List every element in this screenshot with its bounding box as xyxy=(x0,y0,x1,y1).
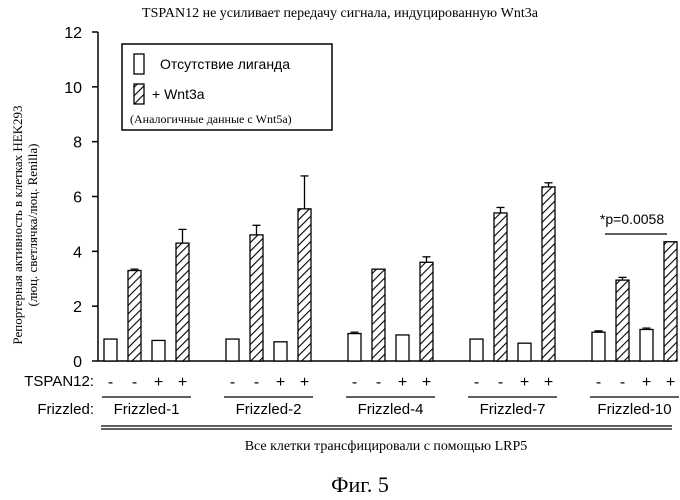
tspan12-sign: + xyxy=(544,374,553,391)
tspan12-sign: + xyxy=(300,374,309,391)
bar-frizzled-4-1 xyxy=(348,334,361,361)
figure-caption: Фиг. 5 xyxy=(331,472,389,497)
y-tick-label: 2 xyxy=(73,299,82,316)
bar-frizzled-1-1 xyxy=(104,339,117,361)
group-label-frizzled-7: Frizzled-7 xyxy=(480,401,546,418)
tspan12-sign: + xyxy=(398,374,407,391)
tspan12-sign: - xyxy=(376,374,381,391)
bar-frizzled-4-3 xyxy=(396,335,409,361)
bar-frizzled-4-2 xyxy=(372,269,385,361)
bar-frizzled-10-3 xyxy=(640,329,653,361)
y-tick-label: 12 xyxy=(64,25,82,42)
legend-entry-wnt3a: + Wnt3a xyxy=(152,86,205,102)
bar-frizzled-2-3 xyxy=(274,342,287,361)
legend-swatch-hatched xyxy=(134,84,144,104)
tspan12-sign: + xyxy=(422,374,431,391)
tspan12-sign: - xyxy=(474,374,479,391)
figure-canvas: TSPAN12 не усиливает передачу сигнала, и… xyxy=(0,0,680,500)
group-label-frizzled-1: Frizzled-1 xyxy=(114,401,180,418)
legend-swatch-empty xyxy=(134,54,144,74)
row-label-frizzled: Frizzled: xyxy=(37,401,94,418)
tspan12-sign: + xyxy=(666,374,675,391)
group-label-frizzled-2: Frizzled-2 xyxy=(236,401,302,418)
footer-note: Все клетки трансфицировали с помощью LRP… xyxy=(245,439,528,454)
tspan12-sign: + xyxy=(276,374,285,391)
bar-frizzled-10-4 xyxy=(664,242,677,361)
bar-frizzled-7-3 xyxy=(518,343,531,361)
tspan12-sign: - xyxy=(132,374,137,391)
bar-frizzled-2-1 xyxy=(226,339,239,361)
tspan12-sign: + xyxy=(178,374,187,391)
bars-layer xyxy=(104,176,677,361)
y-tick-label: 0 xyxy=(73,354,82,371)
legend-entry-no-ligand: Отсутствие лиганда xyxy=(160,56,290,72)
bar-frizzled-1-4 xyxy=(176,243,189,361)
bar-frizzled-2-2 xyxy=(250,235,263,361)
tspan12-sign: - xyxy=(254,374,259,391)
bar-frizzled-7-4 xyxy=(542,187,555,361)
bar-frizzled-1-2 xyxy=(128,271,141,361)
y-tick-label: 6 xyxy=(73,190,82,207)
tspan12-sign: - xyxy=(620,374,625,391)
tspan12-sign: - xyxy=(596,374,601,391)
chart-title: TSPAN12 не усиливает передачу сигнала, и… xyxy=(142,6,539,21)
legend: Отсутствие лиганда + Wnt3a (Аналогичные … xyxy=(122,44,332,130)
bar-frizzled-10-1 xyxy=(592,332,605,361)
y-axis-label-line2: (люц. светлячка/люц. Renilla) xyxy=(25,144,40,307)
row-label-tspan12: TSPAN12: xyxy=(24,373,94,390)
y-tick-label: 10 xyxy=(64,80,82,97)
y-axis-label-line1: Репортерная активность в клетках HEK293 xyxy=(10,105,25,344)
bar-frizzled-1-3 xyxy=(152,340,165,361)
bar-frizzled-7-2 xyxy=(494,213,507,361)
y-axis-ticks: 0 2 4 6 8 10 12 xyxy=(64,25,98,371)
significance-label: *p=0.0058 xyxy=(600,211,664,227)
bar-frizzled-4-4 xyxy=(420,262,433,361)
tspan12-sign: + xyxy=(520,374,529,391)
group-label-frizzled-4: Frizzled-4 xyxy=(358,401,424,418)
y-tick-label: 8 xyxy=(73,135,82,152)
legend-note: (Аналогичные данные с Wnt5a) xyxy=(130,112,292,126)
x-labels-layer: --++Frizzled-1--++Frizzled-2--++Frizzled… xyxy=(102,374,679,418)
y-tick-label: 4 xyxy=(73,244,82,261)
tspan12-sign: - xyxy=(230,374,235,391)
tspan12-sign: - xyxy=(108,374,113,391)
bar-frizzled-10-2 xyxy=(616,280,629,361)
group-label-frizzled-10: Frizzled-10 xyxy=(597,401,671,418)
bar-frizzled-2-4 xyxy=(298,209,311,361)
tspan12-sign: + xyxy=(154,374,163,391)
tspan12-sign: + xyxy=(642,374,651,391)
bar-frizzled-7-1 xyxy=(470,339,483,361)
tspan12-sign: - xyxy=(352,374,357,391)
tspan12-sign: - xyxy=(498,374,503,391)
